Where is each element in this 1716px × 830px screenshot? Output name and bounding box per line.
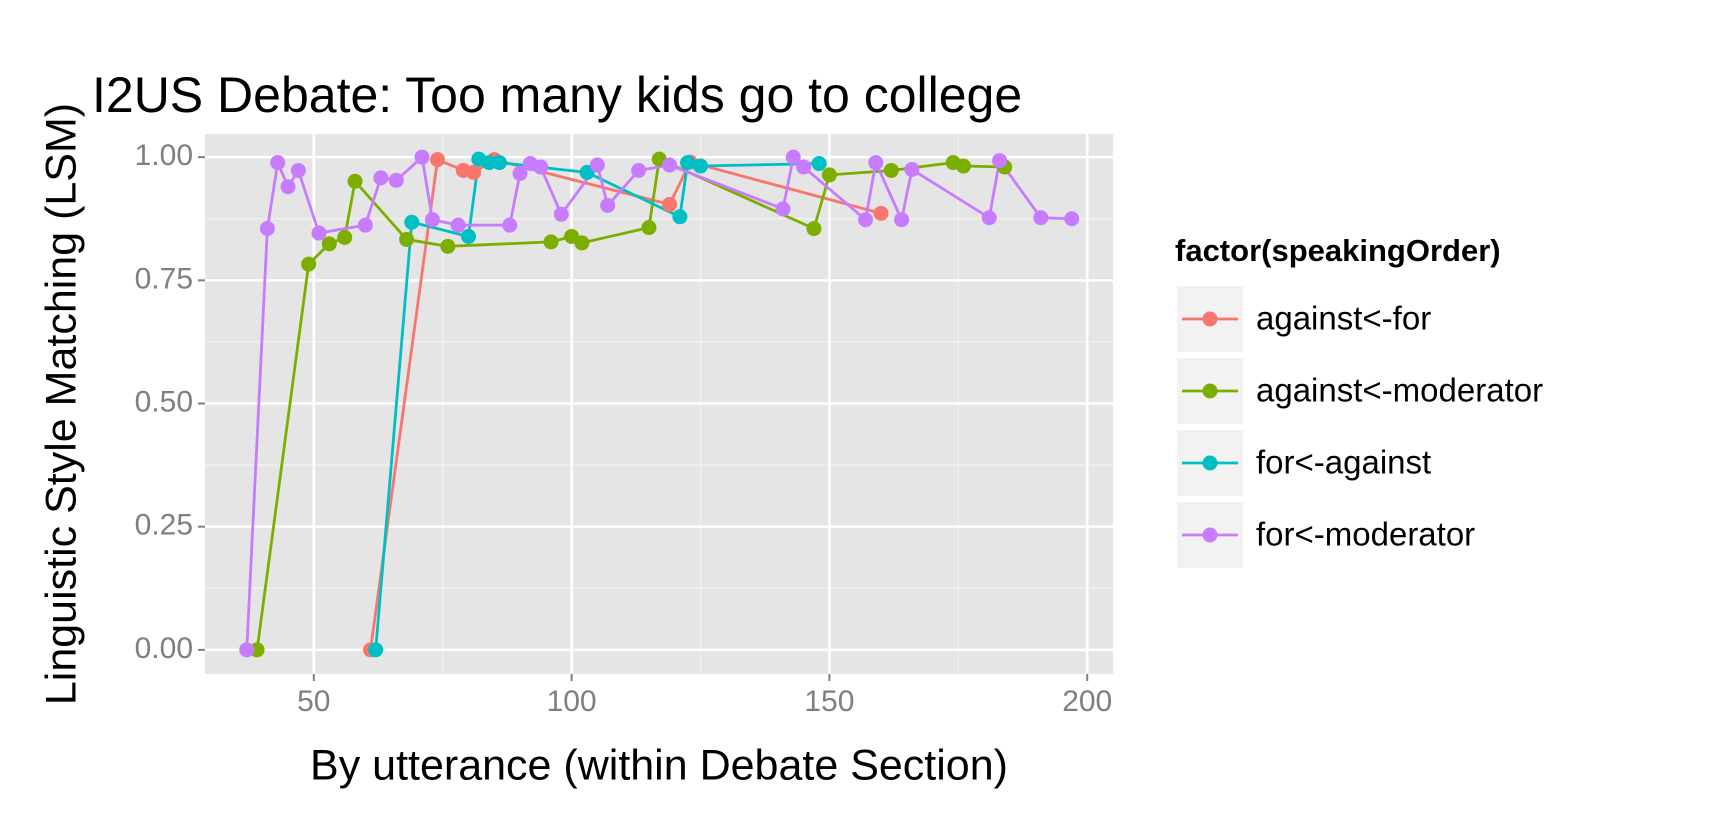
y-tick-label: 0.75 — [135, 262, 193, 295]
legend-label: for<-against — [1256, 444, 1431, 481]
y-tick-label: 0.50 — [135, 385, 193, 418]
x-tick-label: 50 — [297, 685, 330, 718]
data-point — [239, 642, 255, 658]
data-point — [589, 157, 605, 173]
data-point — [424, 212, 440, 228]
data-point — [873, 205, 889, 221]
data-point — [399, 231, 415, 247]
data-point — [321, 236, 337, 252]
y-axis-title: Linguistic Style Matching (LSM) — [37, 103, 85, 705]
data-point — [270, 155, 286, 171]
data-point — [574, 235, 590, 251]
legend-label: against<-for — [1256, 300, 1431, 337]
data-point — [301, 256, 317, 272]
data-point — [512, 165, 528, 181]
series-line — [245, 154, 1072, 650]
data-point — [466, 164, 482, 180]
chart-title: I2US Debate: Too many kids go to college — [92, 67, 1022, 123]
legend-point — [1202, 383, 1218, 399]
data-point — [249, 642, 265, 658]
data-point — [680, 155, 696, 171]
data-point — [460, 228, 476, 244]
legend-point — [1202, 527, 1218, 543]
data-point — [357, 217, 373, 233]
data-point — [259, 221, 275, 237]
data-point — [404, 214, 420, 230]
y-tick-label: 1.00 — [135, 139, 193, 172]
data-point — [1064, 211, 1080, 227]
data-point — [811, 156, 827, 172]
data-point — [821, 167, 837, 183]
data-point — [992, 153, 1008, 169]
data-point — [553, 206, 569, 222]
data-point — [955, 158, 971, 174]
data-point — [373, 170, 389, 186]
data-point — [904, 161, 920, 177]
data-point — [533, 159, 549, 175]
data-point — [368, 642, 384, 658]
data-point — [796, 159, 812, 175]
data-point — [543, 234, 559, 250]
data-point — [430, 152, 446, 168]
data-point — [672, 209, 688, 225]
x-tick-label: 200 — [1062, 685, 1112, 718]
data-point — [693, 158, 709, 174]
x-axis-title: By utterance (within Debate Section) — [310, 741, 1008, 789]
data-point — [894, 212, 910, 228]
legend-label: for<-moderator — [1256, 516, 1475, 553]
data-point — [414, 149, 430, 165]
legend-point — [1202, 455, 1218, 471]
legend-title: factor(speakingOrder) — [1175, 233, 1501, 268]
data-point — [481, 155, 497, 171]
legend-label: against<-moderator — [1256, 372, 1543, 409]
data-point — [600, 197, 616, 213]
data-point — [491, 155, 507, 171]
data-point — [450, 217, 466, 233]
y-tick-label: 0.25 — [135, 509, 193, 542]
data-point — [579, 164, 595, 180]
x-tick-label: 150 — [804, 685, 854, 718]
y-tick-label: 0.00 — [135, 632, 193, 665]
data-point — [858, 212, 874, 228]
data-point — [388, 172, 404, 188]
data-point — [641, 220, 657, 236]
legend-point — [1202, 311, 1218, 327]
data-point — [347, 173, 363, 189]
data-point — [631, 162, 647, 178]
data-point — [662, 196, 678, 212]
data-point — [280, 179, 296, 195]
data-point — [311, 225, 327, 241]
data-point — [290, 162, 306, 178]
data-point — [806, 221, 822, 237]
data-point — [785, 149, 801, 165]
x-tick-label: 100 — [547, 685, 597, 718]
data-point — [440, 238, 456, 254]
data-point — [1033, 210, 1049, 226]
data-point — [775, 201, 791, 217]
data-point — [662, 157, 678, 173]
data-point — [337, 229, 353, 245]
data-point — [502, 217, 518, 233]
data-point — [868, 155, 884, 171]
data-point — [981, 210, 997, 226]
data-point — [883, 162, 899, 178]
